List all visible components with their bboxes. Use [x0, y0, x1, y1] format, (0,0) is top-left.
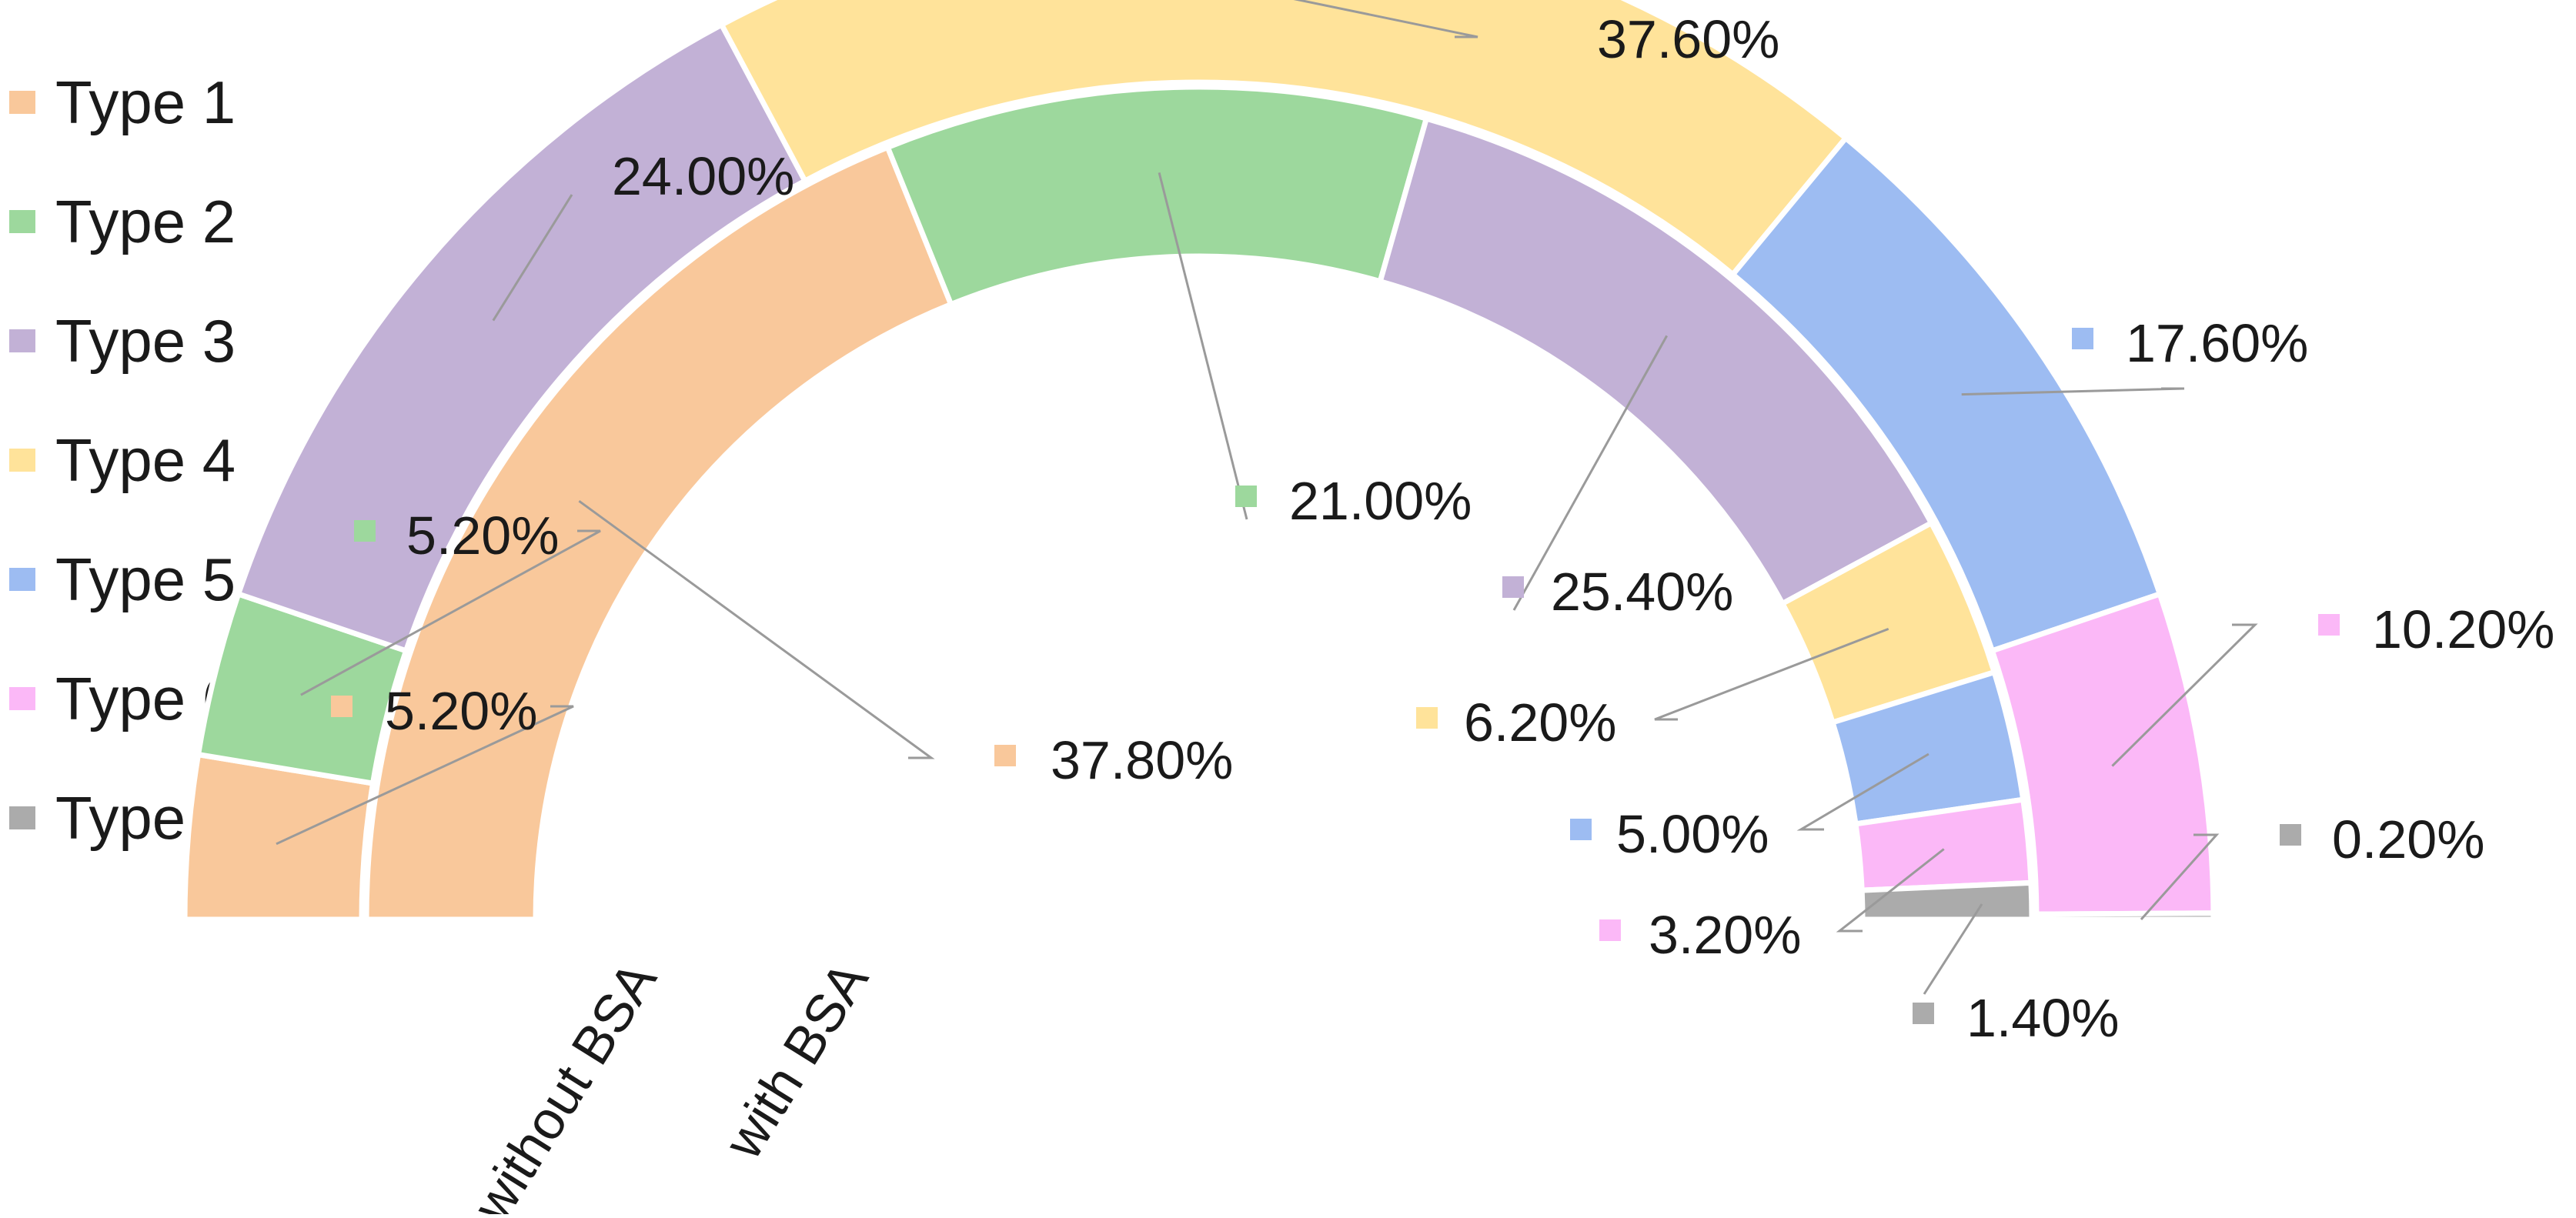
data-label-swatch-without-bsa-type-3	[560, 161, 582, 182]
data-label-with-bsa-type-1: 37.80%	[1051, 730, 1233, 790]
leader-line-with-bsa-type-7	[1923, 903, 1983, 995]
leader-line-with-bsa-type-2	[1158, 172, 1248, 520]
data-label-with-bsa-type-5: 5.00%	[1616, 804, 1769, 864]
legend-swatch-type-4	[9, 449, 35, 472]
data-label-swatch-without-bsa-type-1	[331, 696, 352, 717]
data-label-swatch-with-bsa-type-6	[1599, 919, 1621, 941]
leader-line-without-bsa-type-7	[2140, 833, 2220, 920]
data-label-with-bsa-type-3: 25.40%	[1551, 562, 1733, 622]
legend-swatch-type-1	[9, 91, 35, 114]
data-label-swatch-without-bsa-type-2	[354, 520, 376, 542]
data-label-with-bsa-type-2: 21.00%	[1289, 471, 1472, 531]
leader-line-with-bsa-type-3	[1512, 335, 1669, 611]
ring-label-without-bsa: without BSA	[461, 951, 668, 1214]
data-label-swatch-with-bsa-type-5	[1570, 819, 1592, 840]
data-label-without-bsa-type-5: 17.60%	[2126, 313, 2308, 373]
data-label-swatch-without-bsa-type-6	[2318, 614, 2340, 636]
data-label-without-bsa-type-6: 10.20%	[2372, 599, 2554, 659]
data-label-without-bsa-type-2: 5.20%	[406, 506, 559, 566]
legend-label-type-4: Type 4	[55, 426, 236, 494]
slice-with-bsa-type-2	[884, 84, 1430, 309]
ring-labels: without BSA with BSA	[461, 951, 880, 1218]
data-label-swatch-without-bsa-type-5	[2072, 328, 2093, 349]
data-label-without-bsa-type-7: 0.20%	[2332, 809, 2484, 869]
legend-swatch-type-5	[9, 568, 35, 591]
legend-label-type-3: Type 3	[55, 307, 236, 375]
data-label-with-bsa-type-4: 6.20%	[1464, 692, 1616, 752]
data-label-swatch-without-bsa-type-4	[1543, 24, 1565, 45]
leader-line-without-bsa-type-5	[1961, 387, 2185, 396]
data-label-swatch-with-bsa-type-2	[1235, 486, 1257, 507]
leader-line-without-bsa-type-3	[492, 194, 573, 322]
data-label-with-bsa-type-7: 1.40%	[1966, 988, 2119, 1048]
leader-line-with-bsa-type-5	[1796, 752, 1929, 831]
ring-label-with-bsa: with BSA	[713, 951, 880, 1169]
slice-with-bsa-type-1	[363, 143, 955, 923]
legend-swatch-type-2	[9, 210, 35, 233]
leader-line-without-bsa-type-2	[300, 529, 601, 696]
legend-label-type-1: Type 1	[55, 68, 236, 136]
legend-label-type-2: Type 2	[55, 188, 236, 255]
slice-without-bsa-type-7	[2033, 910, 2217, 923]
legend-swatch-type-6	[9, 687, 35, 710]
slice-with-bsa-type-7	[1859, 879, 2035, 923]
leader-line-without-bsa-type-6	[2111, 623, 2258, 767]
legend-label-type-5: Type 5	[55, 546, 236, 613]
legend-swatch-type-3	[9, 329, 35, 352]
data-label-without-bsa-type-1: 5.20%	[385, 681, 537, 741]
leader-line-with-bsa-type-4	[1654, 628, 1889, 721]
leader-line-with-bsa-type-1	[578, 499, 935, 759]
leader-line-without-bsa-type-4	[1293, 0, 1478, 38]
chart-slices	[182, 0, 2217, 923]
data-label-swatch-with-bsa-type-3	[1502, 576, 1524, 598]
data-label-swatch-with-bsa-type-1	[994, 745, 1016, 766]
data-label-swatch-with-bsa-type-4	[1416, 707, 1438, 729]
leader-lines	[276, 0, 2258, 995]
data-label-swatch-without-bsa-type-7	[2280, 824, 2301, 846]
data-label-without-bsa-type-3: 24.00%	[612, 146, 794, 206]
legend-swatch-type-7	[9, 806, 35, 829]
leader-line-with-bsa-type-6	[1836, 848, 1945, 933]
leader-line-without-bsa-type-1	[276, 705, 574, 846]
data-label-with-bsa-type-6: 3.20%	[1649, 905, 1801, 965]
data-label-swatch-with-bsa-type-7	[1913, 1003, 1934, 1024]
data-labels: 5.20% 5.20% 24.00% 37.60% 17.60% 10.20% 0.20% 3…	[331, 9, 2554, 1048]
slice-without-bsa-type-4	[717, 0, 1850, 279]
data-label-without-bsa-type-4: 37.60%	[1597, 9, 1779, 69]
